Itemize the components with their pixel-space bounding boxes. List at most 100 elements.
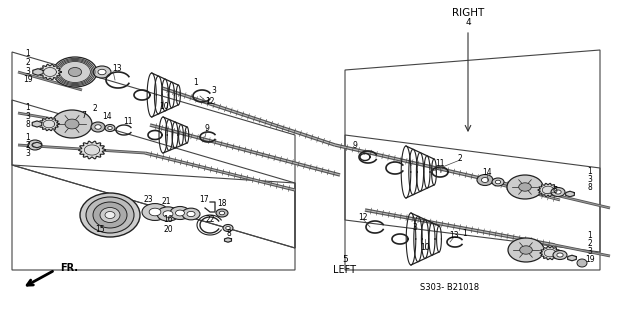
Text: 8: 8 — [227, 229, 232, 238]
Polygon shape — [568, 255, 576, 261]
Ellipse shape — [216, 209, 228, 217]
Text: 3: 3 — [25, 148, 30, 157]
Ellipse shape — [508, 238, 544, 262]
Text: 12: 12 — [206, 97, 215, 106]
Text: RIGHT: RIGHT — [452, 8, 484, 18]
Ellipse shape — [477, 174, 493, 186]
Text: 3: 3 — [412, 222, 417, 231]
Text: 3: 3 — [25, 67, 30, 76]
Text: 23: 23 — [143, 196, 153, 204]
Polygon shape — [78, 141, 106, 159]
Ellipse shape — [219, 211, 225, 215]
Text: 3: 3 — [25, 111, 30, 121]
Text: 11: 11 — [123, 116, 133, 125]
Polygon shape — [39, 64, 61, 80]
Text: 13: 13 — [112, 63, 122, 73]
Text: 19: 19 — [585, 255, 595, 265]
Ellipse shape — [91, 122, 105, 132]
Ellipse shape — [93, 202, 127, 228]
Text: 1: 1 — [463, 229, 468, 238]
Text: 1: 1 — [25, 132, 30, 141]
Ellipse shape — [226, 227, 230, 229]
Ellipse shape — [557, 253, 563, 257]
Text: 4: 4 — [465, 18, 471, 27]
Ellipse shape — [98, 69, 106, 75]
Text: 9: 9 — [204, 124, 209, 132]
Ellipse shape — [223, 225, 233, 231]
Text: 1: 1 — [194, 77, 198, 86]
Ellipse shape — [176, 210, 184, 216]
Ellipse shape — [577, 259, 587, 267]
Text: 6: 6 — [553, 186, 558, 195]
Ellipse shape — [182, 208, 200, 220]
Ellipse shape — [105, 212, 115, 219]
Text: 18: 18 — [217, 199, 227, 209]
Polygon shape — [538, 183, 558, 196]
Ellipse shape — [170, 206, 190, 220]
Text: 11: 11 — [435, 158, 445, 167]
Text: 15: 15 — [95, 226, 105, 235]
Ellipse shape — [520, 246, 532, 254]
Ellipse shape — [52, 110, 92, 138]
Text: 2: 2 — [25, 140, 30, 149]
Text: 1: 1 — [587, 230, 592, 239]
Polygon shape — [540, 246, 560, 260]
Ellipse shape — [28, 140, 42, 150]
Text: 17: 17 — [199, 196, 209, 204]
Ellipse shape — [553, 251, 567, 260]
Text: LEFT: LEFT — [333, 265, 356, 275]
Ellipse shape — [551, 188, 565, 196]
Ellipse shape — [481, 178, 489, 182]
Ellipse shape — [80, 193, 140, 237]
Ellipse shape — [53, 57, 97, 87]
Ellipse shape — [157, 207, 179, 221]
Text: 20: 20 — [163, 225, 173, 234]
Polygon shape — [566, 191, 574, 197]
Text: 9: 9 — [353, 140, 358, 149]
Text: 1: 1 — [25, 102, 30, 111]
Text: 14: 14 — [102, 111, 112, 121]
Text: 5: 5 — [342, 255, 348, 265]
Text: 22: 22 — [206, 215, 215, 225]
Ellipse shape — [496, 180, 501, 184]
Text: 1: 1 — [587, 166, 592, 175]
Text: 12: 12 — [358, 212, 368, 221]
Text: 3: 3 — [587, 246, 592, 255]
Ellipse shape — [108, 126, 112, 130]
Polygon shape — [33, 69, 43, 75]
Text: 7: 7 — [81, 110, 86, 119]
Polygon shape — [32, 121, 42, 127]
Polygon shape — [39, 117, 59, 131]
Ellipse shape — [65, 119, 79, 129]
Text: 10: 10 — [159, 101, 169, 110]
Text: 2: 2 — [587, 238, 592, 247]
Text: 13: 13 — [449, 230, 459, 239]
Ellipse shape — [32, 143, 38, 147]
Ellipse shape — [86, 197, 134, 233]
Ellipse shape — [100, 207, 120, 222]
Polygon shape — [33, 142, 42, 148]
Text: 10: 10 — [420, 243, 430, 252]
Ellipse shape — [555, 190, 561, 194]
Text: 3: 3 — [587, 174, 592, 183]
Ellipse shape — [187, 212, 195, 217]
Text: S303- B21018: S303- B21018 — [420, 284, 479, 292]
Ellipse shape — [519, 183, 532, 191]
Ellipse shape — [95, 125, 101, 129]
Text: 14: 14 — [482, 167, 492, 177]
Text: 21: 21 — [161, 197, 171, 206]
Ellipse shape — [149, 208, 161, 216]
Text: 2: 2 — [458, 154, 463, 163]
Text: 1: 1 — [25, 49, 30, 58]
Text: FR.: FR. — [60, 263, 78, 273]
Ellipse shape — [142, 204, 168, 220]
Text: 16: 16 — [163, 215, 173, 225]
Ellipse shape — [105, 124, 115, 132]
Text: 2: 2 — [25, 58, 30, 67]
Text: 19: 19 — [23, 75, 33, 84]
Ellipse shape — [492, 178, 504, 186]
Text: 3: 3 — [212, 85, 217, 94]
Text: 8: 8 — [587, 182, 592, 191]
Ellipse shape — [507, 175, 543, 199]
Ellipse shape — [163, 211, 173, 217]
